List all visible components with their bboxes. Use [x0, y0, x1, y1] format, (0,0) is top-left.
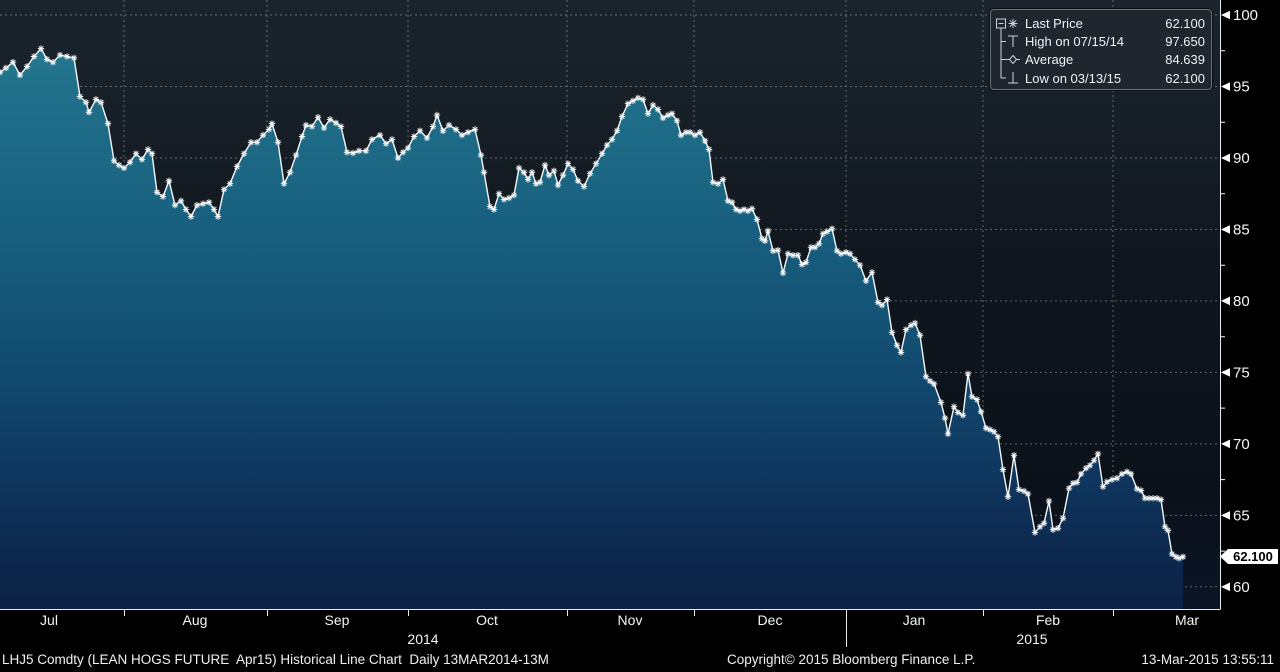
- y-tick-label: 70: [1233, 436, 1250, 453]
- month-label: Mar: [1175, 612, 1199, 628]
- y-tick-label: 65: [1233, 508, 1250, 525]
- high-marker-icon: [1008, 35, 1018, 47]
- price-markers: [0, 45, 1187, 562]
- y-tick-arrow-icon: [1221, 439, 1230, 449]
- axes: [0, 0, 1221, 647]
- legend-label: High on 07/15/14: [1025, 34, 1125, 49]
- month-label: Nov: [618, 612, 643, 628]
- asterisk-data-markers: [0, 45, 1187, 562]
- average-marker-icon: [1006, 54, 1020, 65]
- legend-label: Low on 03/13/15: [1025, 70, 1122, 86]
- y-tick-arrow-icon: [1221, 225, 1230, 234]
- low-marker-icon: [1008, 72, 1018, 84]
- month-label: Aug: [183, 612, 208, 628]
- y-tick-label: 100: [1233, 7, 1258, 24]
- tree-lines: [1000, 28, 1006, 79]
- y-tick-label: 95: [1233, 79, 1250, 96]
- y-tick-arrow-icon: [1221, 368, 1230, 377]
- year-label: 2014: [407, 631, 438, 647]
- legend-row-low[interactable]: Low on 03/13/15 62.100: [1025, 69, 1205, 87]
- y-tick-label: 75: [1233, 365, 1250, 382]
- asterisk-marker-icon: [1008, 19, 1018, 28]
- y-tick-label: 60: [1233, 579, 1250, 596]
- price-area-fill: [0, 48, 1183, 610]
- year-label: 2015: [1016, 631, 1047, 647]
- month-label: Sep: [325, 612, 350, 628]
- y-axis-labels: 60 65 70 75 80 85 90 95 100: [1220, 7, 1258, 596]
- price-tag-arrow: [1220, 549, 1278, 565]
- legend-label: Last Price: [1025, 16, 1083, 31]
- timestamp: 13-Mar-2015 13:55:11: [1141, 652, 1274, 667]
- y-tick-arrow-icon: [1221, 511, 1230, 520]
- legend-value: 62.100: [1165, 70, 1205, 86]
- legend-row-last-price[interactable]: Last Price 62.100: [1025, 15, 1205, 33]
- axis-lines: [0, 0, 1221, 610]
- legend-tree: [996, 18, 1020, 84]
- y-tick-label: 90: [1233, 150, 1250, 167]
- copyright-notice: Copyright© 2015 Bloomberg Finance L.P.: [727, 652, 976, 667]
- y-tick-arrow-icon: [1221, 82, 1230, 91]
- chart-legend[interactable]: Last Price 62.100 High on 07/15/14 97.65…: [990, 9, 1212, 90]
- y-tick-label: 85: [1233, 222, 1250, 239]
- price-tag-value: 62.100: [1233, 549, 1273, 564]
- month-label: Feb: [1036, 612, 1060, 628]
- y-tick-arrow-icon: [1221, 10, 1230, 20]
- legend-row-high[interactable]: High on 07/15/14 97.650: [1025, 33, 1205, 51]
- month-label: Oct: [476, 612, 498, 628]
- last-price-tag: 62.100: [1220, 547, 1280, 566]
- month-label: Dec: [758, 612, 783, 628]
- y-tick-arrow-icon: [1221, 296, 1230, 306]
- y-tick-arrow-icon: [1221, 153, 1230, 163]
- x-axis-strip: [0, 609, 1220, 648]
- legend-value: 97.650: [1165, 34, 1205, 49]
- price-chart-plot[interactable]: Jul Aug Sep Oct Nov Dec Jan Feb Mar 2014 2015 60 65…: [0, 0, 1280, 648]
- y-axis-strip: [1220, 0, 1280, 648]
- chart-description: LHJ5 Comdty (LEAN HOGS FUTURE Apr15) His…: [2, 652, 549, 667]
- legend-label: Average: [1025, 52, 1074, 67]
- y-tick-label: 80: [1233, 293, 1250, 310]
- area-under-line: [0, 48, 1183, 610]
- status-bar: LHJ5 Comdty (LEAN HOGS FUTURE Apr15) His…: [0, 648, 1280, 672]
- month-label: Jan: [903, 612, 926, 628]
- legend-row-average[interactable]: Average 84.639: [1025, 51, 1205, 69]
- y-minor-ticks: [1220, 50, 1225, 552]
- legend-value: 62.100: [1165, 16, 1205, 31]
- y-tick-arrow-icon: [1221, 582, 1230, 592]
- month-label: Jul: [40, 612, 58, 628]
- legend-value: 84.639: [1165, 52, 1205, 67]
- x-axis-labels: Jul Aug Sep Oct Nov Dec Jan Feb Mar 2014 2015: [40, 612, 1199, 647]
